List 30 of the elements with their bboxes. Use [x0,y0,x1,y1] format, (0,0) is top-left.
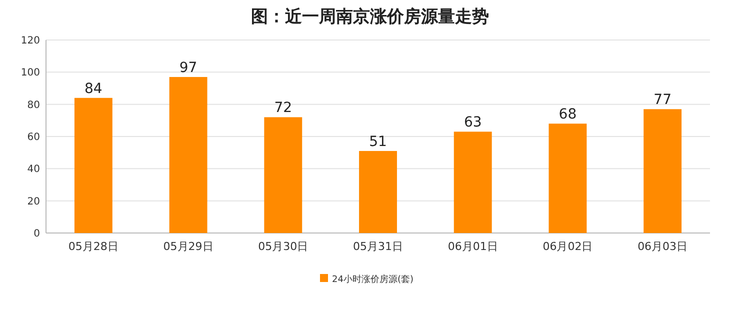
bar [264,117,302,233]
y-tick-label: 20 [27,196,40,208]
y-tick-label: 0 [34,228,40,240]
y-tick-label: 60 [27,132,40,143]
data-label: 84 [84,80,102,97]
x-tick-label: 05月31日 [353,240,403,253]
data-label: 68 [558,106,577,123]
x-tick-label: 06月02日 [542,240,593,253]
legend-label: 24小时涨价房源(套) [332,274,414,285]
bar [454,132,492,233]
y-tick-label: 120 [20,36,40,46]
data-label: 51 [369,134,387,150]
data-label: 97 [179,60,198,76]
x-tick-label: 05月28日 [68,240,118,253]
y-tick-label: 40 [27,164,40,176]
x-tick-label: 05月30日 [258,240,308,253]
y-tick-label: 80 [27,100,40,111]
data-label: 72 [274,100,292,116]
x-tick-label: 05月29日 [163,240,214,253]
chart-title: 图：近一周南京涨价房源量走势 [251,7,489,27]
bar [548,124,587,233]
x-tick-label: 06月01日 [448,240,498,253]
data-label: 77 [654,92,672,108]
bar [644,109,682,233]
bar [74,98,112,233]
y-tick-label: 100 [20,68,40,79]
bar [359,150,397,233]
x-tick-label: 06月03日 [638,240,688,253]
bar [169,76,208,233]
data-label: 63 [464,114,482,131]
